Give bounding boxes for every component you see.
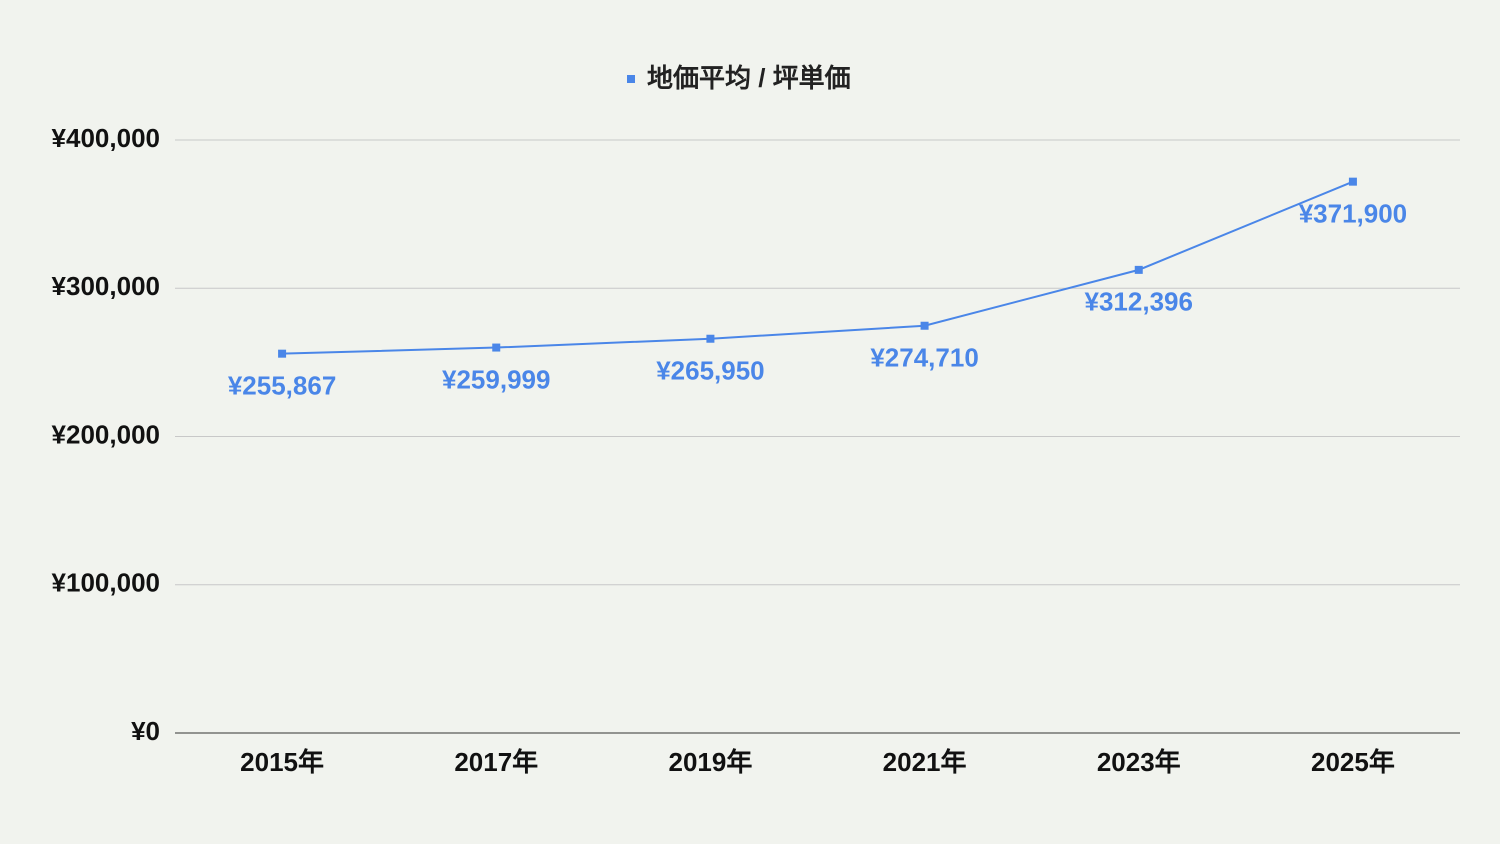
y-tick-label: ¥300,000 [52,271,160,301]
point-marker [1348,177,1357,186]
point-marker [706,334,715,343]
legend-swatch [627,75,635,83]
y-tick-label: ¥200,000 [52,419,160,449]
x-tick-label: 2015年 [240,747,324,777]
x-tick-label: 2021年 [883,747,967,777]
x-tick-label: 2019年 [668,747,752,777]
data-label: ¥265,950 [656,356,764,386]
y-tick-label: ¥0 [131,716,160,746]
data-label: ¥259,999 [442,364,550,394]
series-line [282,180,1354,355]
data-label: ¥371,900 [1299,199,1407,229]
point-marker [492,343,501,352]
point-marker [1134,265,1143,274]
point-marker [278,349,287,358]
data-label: ¥312,396 [1085,287,1193,317]
data-label: ¥274,710 [870,343,978,373]
x-tick-label: 2023年 [1097,747,1181,777]
y-tick-label: ¥400,000 [52,123,160,153]
point-marker [920,321,929,330]
x-tick-label: 2025年 [1311,747,1395,777]
x-tick-label: 2017年 [454,747,538,777]
data-label: ¥255,867 [228,371,336,401]
legend-label: 地価平均 / 坪単価 [647,63,851,93]
y-tick-label: ¥100,000 [52,568,160,598]
